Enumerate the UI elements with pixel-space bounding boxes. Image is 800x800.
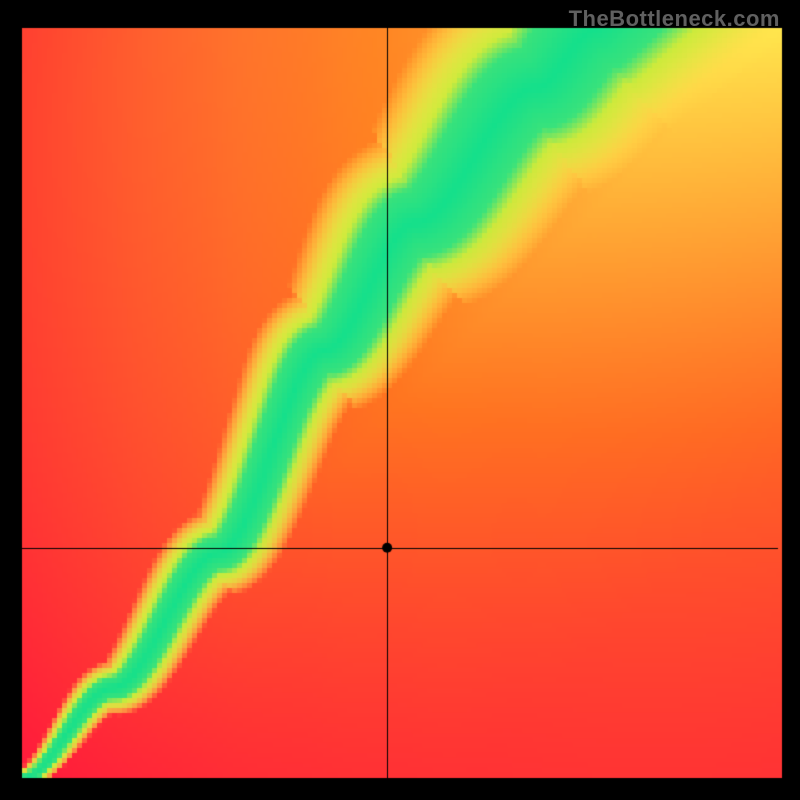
bottleneck-heatmap bbox=[0, 0, 800, 800]
watermark-text: TheBottleneck.com bbox=[569, 6, 780, 32]
chart-container: TheBottleneck.com bbox=[0, 0, 800, 800]
